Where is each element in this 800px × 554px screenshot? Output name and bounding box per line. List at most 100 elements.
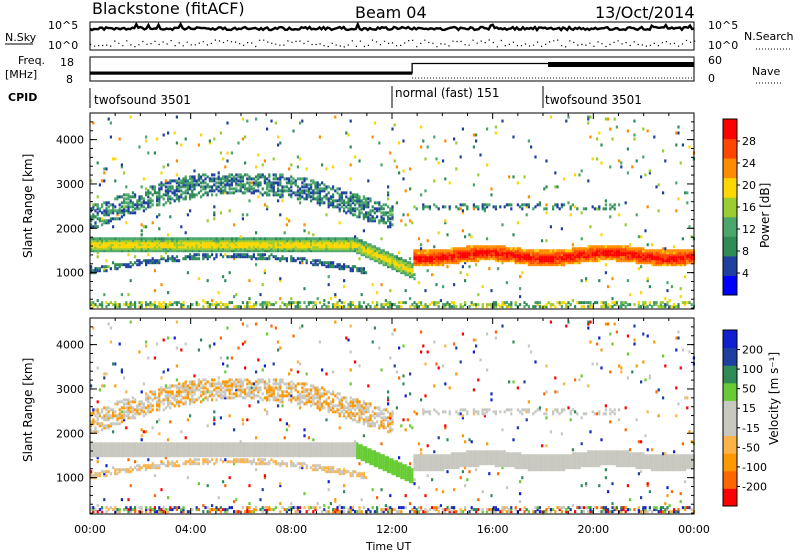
power-cell (681, 143, 684, 147)
power-cell (668, 251, 671, 255)
power-cell (233, 241, 236, 245)
power-cell (325, 243, 328, 247)
power-cell (389, 211, 392, 215)
power-cell (360, 245, 363, 249)
power-cell (373, 259, 376, 263)
power-cell (325, 167, 328, 171)
power-cell (171, 257, 174, 261)
power-cell (228, 241, 231, 245)
power-cell (417, 259, 420, 263)
power-cell (283, 177, 286, 181)
power-cell (312, 241, 315, 245)
power-cell (323, 247, 326, 251)
power-cell (545, 207, 548, 211)
power-cell (657, 305, 660, 309)
power-cell (602, 245, 605, 249)
power-cell (272, 239, 275, 243)
power-cell (332, 185, 335, 189)
power-cell (226, 245, 229, 249)
power-cell (501, 305, 504, 309)
power-cell (316, 243, 319, 247)
power-cell (624, 201, 627, 205)
power-cell (215, 253, 218, 257)
power-cell (560, 251, 563, 255)
power-cell (464, 303, 467, 307)
velocity-cell (145, 406, 148, 410)
velocity-cell (101, 510, 104, 514)
power-cell (435, 251, 438, 255)
velocity-cell (101, 442, 104, 446)
power-cell (525, 251, 528, 255)
power-cell (142, 241, 145, 245)
power-cell (283, 239, 286, 243)
power-cell (527, 203, 530, 207)
power-cell (424, 189, 427, 193)
power-cell (640, 265, 643, 269)
power-cell (153, 185, 156, 189)
power-cell (173, 193, 176, 197)
power-cell (169, 303, 172, 307)
power-cell (552, 303, 555, 307)
velocity-cell (116, 400, 119, 404)
power-cell (213, 303, 216, 307)
power-cell (466, 245, 469, 249)
power-cell (448, 261, 451, 265)
power-cell (316, 199, 319, 203)
cpid-segment-3: twofsound 3501 (545, 93, 642, 107)
velocity-cell (167, 392, 170, 396)
power-cell (534, 257, 537, 261)
power-cell (224, 165, 227, 169)
power-cell (684, 255, 687, 259)
velocity-cell (112, 410, 115, 414)
power-cell (230, 177, 233, 181)
power-cell (94, 303, 97, 307)
power-cell (332, 247, 335, 251)
power-cell (307, 249, 310, 253)
power-cell (481, 251, 484, 255)
power-cell (450, 251, 453, 255)
power-cell (499, 205, 502, 209)
power-cell (316, 263, 319, 267)
power-cell (439, 299, 442, 303)
power-cell (263, 241, 266, 245)
power-cell (578, 257, 581, 261)
power-cell (279, 297, 282, 301)
power-cell (472, 255, 475, 259)
power-cell (574, 261, 577, 265)
velocity-cell (96, 400, 99, 404)
velocity-cell (129, 442, 132, 446)
power-cell (332, 243, 335, 247)
power-cell (211, 247, 214, 251)
power-cell (651, 259, 654, 263)
power-cell (120, 211, 123, 215)
power-cell (367, 219, 370, 223)
velocity-cell (127, 398, 130, 402)
power-cell (103, 267, 106, 271)
power-cell (499, 247, 502, 251)
power-cell (483, 209, 486, 213)
velocity-cell (162, 448, 165, 452)
power-cell (151, 243, 154, 247)
power-cell (103, 209, 106, 213)
power-cell (285, 189, 288, 193)
power-cell (296, 303, 299, 307)
power-cell (105, 269, 108, 273)
power-cell (420, 125, 423, 129)
velocity-cell (94, 474, 97, 478)
power-cell (175, 181, 178, 185)
power-cell (162, 183, 165, 187)
power-cell (107, 209, 110, 213)
power-cell (112, 203, 115, 207)
power-cell (534, 301, 537, 305)
power-cell (191, 239, 194, 243)
power-cell (167, 291, 170, 295)
power-cell (301, 259, 304, 263)
power-cell (426, 263, 429, 267)
power-cell (543, 257, 546, 261)
power-cell (415, 303, 418, 307)
power-cell (662, 247, 665, 251)
velocity-cell (98, 412, 101, 416)
power-cell (147, 203, 150, 207)
power-cell (206, 241, 209, 245)
power-cell (167, 195, 170, 199)
